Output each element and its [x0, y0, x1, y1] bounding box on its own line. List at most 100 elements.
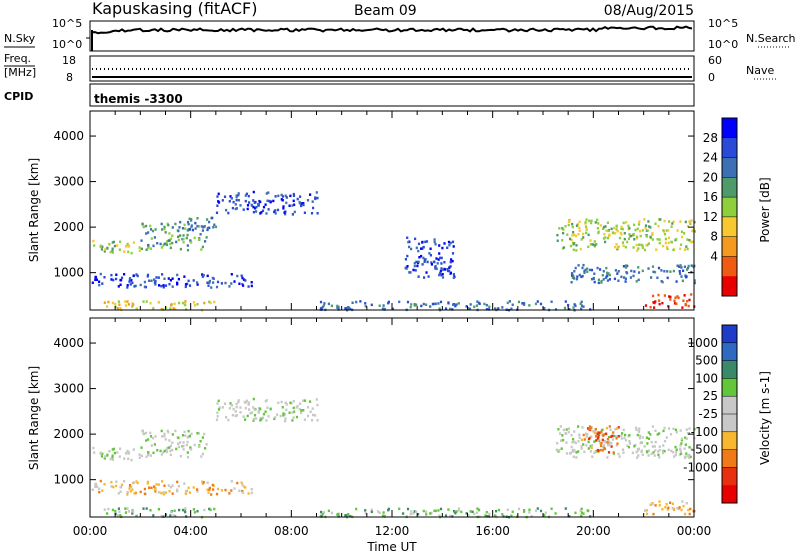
power-cell — [296, 197, 299, 201]
velocity-cell — [103, 483, 106, 486]
velocity-cell — [244, 486, 247, 489]
power-cell — [633, 270, 636, 273]
velocity-cell — [567, 430, 570, 434]
velocity-cell — [126, 493, 129, 496]
power-cell — [190, 225, 193, 229]
velocity-cell — [228, 407, 231, 410]
power-cell — [152, 244, 155, 248]
power-cell — [539, 302, 543, 306]
velocity-cell — [253, 414, 257, 417]
velocity-cell — [240, 481, 243, 484]
velocity-cell — [149, 509, 152, 512]
power-cell — [465, 305, 468, 308]
velocity-cell — [199, 440, 202, 443]
power-cell — [203, 225, 206, 228]
power-cell — [596, 227, 599, 230]
power-cell — [438, 273, 441, 277]
velocity-colorbar-swatch — [722, 431, 737, 451]
velocity-cell — [174, 429, 177, 433]
noise-sky-label: N.Sky — [4, 32, 36, 45]
velocity-cell — [624, 438, 628, 442]
velocity-cell — [647, 431, 650, 434]
velocity-cell — [583, 450, 586, 454]
power-cell — [605, 266, 608, 270]
power-cell — [508, 300, 511, 303]
velocity-cell — [163, 449, 166, 453]
power-cell — [171, 226, 174, 229]
velocity-cell — [149, 454, 152, 457]
power-cell — [99, 245, 102, 248]
power-cell — [686, 266, 690, 270]
power-cell — [269, 200, 272, 204]
velocity-cell — [599, 448, 602, 452]
velocity-cell — [562, 428, 565, 432]
power-cell — [657, 293, 660, 297]
velocity-y-tick-label: 2000 — [53, 427, 84, 441]
power-cell — [580, 300, 583, 304]
velocity-cell — [116, 514, 119, 517]
power-cell — [123, 273, 126, 276]
power-cell — [183, 275, 186, 278]
velocity-cell — [174, 514, 177, 518]
velocity-cell — [120, 486, 123, 489]
velocity-cell — [586, 509, 589, 512]
power-cell — [625, 221, 628, 224]
velocity-cell — [151, 436, 155, 440]
velocity-cell — [302, 399, 305, 402]
power-cell — [131, 305, 134, 308]
power-cell — [597, 281, 600, 285]
velocity-cell — [204, 447, 207, 450]
x-axis-label: Time UT — [366, 540, 417, 554]
power-cell — [676, 264, 679, 267]
velocity-cell — [614, 428, 617, 431]
power-cell — [184, 300, 187, 303]
velocity-cell — [274, 416, 277, 419]
power-y-tick-label: 2000 — [53, 220, 84, 234]
velocity-cell — [465, 512, 468, 515]
power-cell — [273, 210, 276, 214]
power-cell — [439, 269, 442, 273]
velocity-cell — [475, 511, 479, 514]
velocity-cell — [571, 441, 574, 444]
power-cell — [428, 252, 431, 255]
power-cell — [510, 307, 513, 310]
power-cell — [590, 221, 593, 225]
velocity-cell — [415, 510, 418, 513]
velocity-cell — [681, 500, 684, 503]
velocity-y-tick-label: 3000 — [53, 382, 84, 396]
velocity-cell — [434, 509, 437, 513]
velocity-cell — [620, 434, 623, 437]
power-cell — [291, 204, 294, 207]
velocity-cell — [567, 427, 570, 430]
velocity-cell — [166, 447, 169, 450]
power-cell — [435, 257, 438, 260]
power-cell — [436, 262, 439, 265]
velocity-cell — [206, 488, 209, 491]
velocity-colorbar-label: Velocity [m s-1] — [758, 371, 772, 465]
power-cell — [407, 240, 410, 244]
power-cell — [252, 205, 255, 209]
power-cell — [421, 241, 424, 244]
velocity-cell — [283, 413, 286, 416]
velocity-cell — [134, 491, 137, 495]
velocity-cell — [425, 510, 428, 513]
velocity-colorbar-swatch — [722, 414, 737, 433]
velocity-cell — [310, 419, 314, 422]
power-cell — [168, 282, 171, 286]
power-cell — [148, 279, 151, 282]
velocity-cell — [612, 451, 615, 454]
velocity-cell — [596, 432, 599, 436]
power-cell — [619, 231, 622, 235]
velocity-cell — [610, 442, 613, 445]
power-cell — [634, 228, 637, 232]
power-cell — [554, 308, 558, 311]
power-cell — [562, 228, 565, 231]
power-cell — [145, 232, 148, 235]
power-cell — [187, 222, 190, 226]
velocity-cell — [147, 451, 150, 454]
velocity-cell — [129, 490, 132, 493]
velocity-colorbar-swatch — [722, 360, 737, 379]
velocity-cell — [175, 447, 178, 451]
velocity-cell — [230, 489, 233, 492]
velocity-cell — [600, 441, 603, 445]
